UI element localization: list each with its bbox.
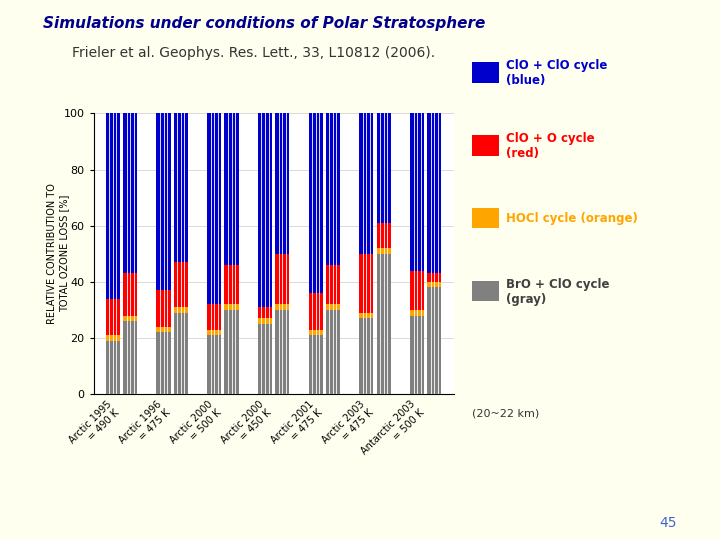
Bar — [410, 113, 424, 271]
Bar — [275, 113, 289, 254]
Bar — [123, 113, 138, 273]
Bar — [156, 291, 171, 327]
Bar — [258, 307, 272, 319]
Bar — [377, 223, 391, 248]
Bar — [174, 313, 188, 394]
Bar — [106, 335, 120, 341]
Text: ClO + O cycle
(red): ClO + O cycle (red) — [506, 132, 595, 160]
Bar — [427, 273, 441, 282]
Bar — [326, 305, 340, 310]
Bar — [258, 324, 272, 394]
Bar — [174, 307, 188, 313]
Bar — [410, 315, 424, 394]
Bar — [174, 113, 188, 262]
Bar — [123, 315, 138, 321]
Bar — [359, 313, 374, 319]
Bar — [410, 310, 424, 315]
Bar — [106, 299, 120, 335]
Bar — [258, 113, 272, 307]
Bar — [377, 113, 391, 223]
Bar — [427, 113, 441, 273]
Bar — [225, 310, 238, 394]
Bar — [309, 113, 323, 293]
Text: Frieler et al. Geophys. Res. Lett., 33, L10812 (2006).: Frieler et al. Geophys. Res. Lett., 33, … — [72, 46, 435, 60]
Bar — [156, 113, 171, 291]
Bar — [174, 262, 188, 307]
Bar — [106, 113, 120, 299]
Bar — [123, 321, 138, 394]
Bar — [225, 113, 238, 265]
Bar — [326, 265, 340, 305]
Bar — [207, 113, 221, 305]
Bar — [275, 254, 289, 305]
Bar — [207, 305, 221, 329]
Bar — [359, 319, 374, 394]
Text: Simulations under conditions of Polar Stratosphere: Simulations under conditions of Polar St… — [43, 16, 485, 31]
Bar — [225, 305, 238, 310]
Bar — [427, 287, 441, 394]
Bar — [326, 113, 340, 265]
Bar — [225, 265, 238, 305]
Bar — [207, 329, 221, 335]
Bar — [377, 254, 391, 394]
Y-axis label: RELATIVE CONTRIBUTION TO
TOTAL OZONE LOSS [%]: RELATIVE CONTRIBUTION TO TOTAL OZONE LOS… — [48, 184, 69, 324]
Text: ClO + ClO cycle
(blue): ClO + ClO cycle (blue) — [506, 59, 608, 87]
Text: (20~22 km): (20~22 km) — [472, 408, 539, 418]
Bar — [309, 293, 323, 329]
Bar — [258, 319, 272, 324]
Bar — [156, 327, 171, 333]
Bar — [427, 282, 441, 287]
Bar — [106, 341, 120, 394]
Bar — [309, 329, 323, 335]
Bar — [275, 305, 289, 310]
Text: 45: 45 — [660, 516, 677, 530]
Text: HOCl cycle (orange): HOCl cycle (orange) — [506, 212, 638, 225]
Bar — [156, 333, 171, 394]
Bar — [207, 335, 221, 394]
Bar — [309, 335, 323, 394]
Bar — [410, 271, 424, 310]
Bar — [123, 273, 138, 315]
Bar — [359, 254, 374, 313]
Bar — [359, 113, 374, 254]
Bar — [326, 310, 340, 394]
Text: BrO + ClO cycle
(gray): BrO + ClO cycle (gray) — [506, 278, 610, 306]
Bar — [275, 310, 289, 394]
Bar — [377, 248, 391, 254]
